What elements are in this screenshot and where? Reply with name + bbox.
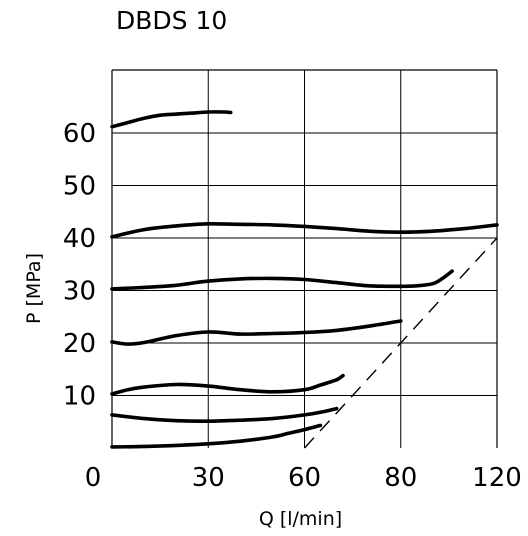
grid	[112, 70, 497, 448]
y-tick-label-3: 40	[63, 224, 96, 254]
limit-line-group	[303, 237, 498, 449]
y-tick-label-0: 10	[63, 382, 96, 412]
y-tick-label-1: 20	[63, 329, 96, 359]
series-line-4	[110, 373, 345, 396]
chart-title: DBDS 10	[116, 6, 228, 35]
series-line-5	[110, 406, 339, 424]
y-axis-label: P [MPa]	[23, 253, 45, 324]
limit-dashed-line	[303, 237, 498, 449]
series-line-0	[110, 110, 233, 129]
x-tick-label-1: 30	[192, 463, 225, 493]
series-line-1	[110, 221, 499, 239]
y-tick-label-5: 60	[63, 119, 96, 149]
x-tick-label-0: 0	[85, 463, 102, 493]
series-line-6	[110, 423, 323, 449]
series-group	[110, 110, 499, 449]
x-tick-label-3: 80	[384, 463, 417, 493]
series-line-2	[110, 269, 454, 291]
y-tick-labels: 10 20 30 40 50 60	[63, 119, 96, 412]
x-tick-label-2: 60	[288, 463, 321, 493]
x-tick-label-4: 120	[472, 463, 522, 493]
y-tick-label-2: 30	[63, 277, 96, 307]
x-axis-label: Q [l/min]	[259, 508, 342, 530]
plot-frame	[111, 69, 498, 448]
y-tick-label-4: 50	[63, 172, 96, 202]
x-tick-labels: 0 30 60 80 120	[85, 463, 522, 493]
series-line-3	[110, 319, 403, 346]
